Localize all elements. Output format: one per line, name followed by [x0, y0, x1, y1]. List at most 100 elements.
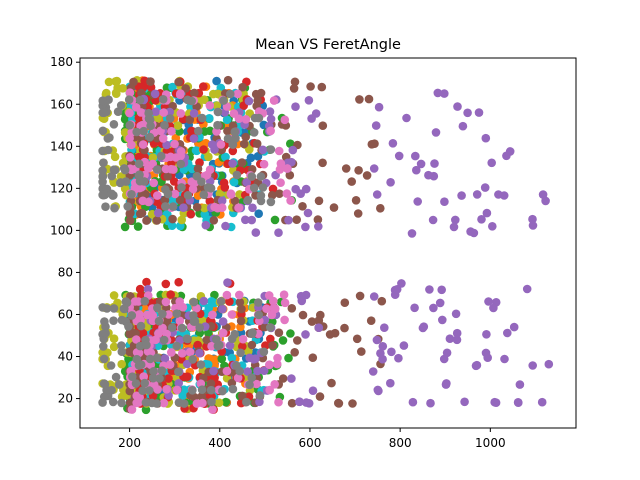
data-point [217, 354, 227, 364]
data-point [237, 158, 247, 167]
data-point [430, 159, 439, 168]
data-point [500, 354, 509, 364]
data-point [200, 95, 209, 104]
data-point [482, 208, 492, 218]
data-point [274, 328, 284, 338]
data-point [278, 374, 288, 383]
data-point [347, 177, 357, 186]
data-point [289, 84, 299, 93]
data-point [146, 121, 155, 131]
data-point [161, 297, 171, 307]
data-point [199, 190, 209, 199]
data-point [283, 164, 292, 173]
data-point [119, 304, 129, 314]
data-point [152, 165, 162, 174]
data-point [170, 139, 179, 149]
data-point [288, 145, 298, 155]
data-point [177, 349, 187, 358]
data-point [132, 391, 141, 401]
data-point [196, 360, 206, 369]
data-point [185, 347, 195, 357]
data-point [411, 151, 420, 161]
data-point [386, 378, 395, 388]
data-point [199, 145, 208, 154]
data-point [287, 398, 297, 408]
data-point [425, 285, 434, 294]
data-point [167, 323, 177, 332]
data-point [370, 139, 379, 148]
data-point [280, 115, 290, 125]
data-point [247, 329, 257, 339]
data-point [173, 121, 183, 130]
data-point [232, 361, 241, 371]
data-point [136, 321, 146, 331]
data-point [223, 126, 232, 136]
data-point [187, 126, 196, 136]
data-point [387, 347, 396, 357]
data-point [544, 359, 554, 369]
data-point [109, 178, 119, 187]
data-point [161, 202, 170, 211]
data-point [109, 334, 119, 344]
data-point [229, 109, 239, 118]
data-point [225, 341, 235, 350]
data-point [528, 361, 537, 370]
data-point [408, 397, 418, 407]
data-point [145, 386, 154, 395]
data-point [99, 108, 109, 118]
data-point [110, 165, 120, 175]
data-point [139, 126, 148, 136]
data-point [509, 322, 519, 332]
data-point [189, 134, 199, 143]
data-point [314, 323, 324, 333]
data-point [314, 196, 324, 206]
data-point [209, 366, 218, 376]
data-point [183, 191, 193, 200]
data-point [157, 366, 167, 376]
data-point [174, 77, 183, 87]
data-point [226, 190, 236, 199]
data-point [167, 348, 176, 357]
data-point [357, 347, 366, 356]
data-point [251, 354, 260, 364]
data-point [474, 108, 484, 117]
data-point [132, 335, 141, 344]
data-point [247, 172, 257, 181]
plot-frame [79, 57, 577, 429]
data-point [369, 292, 379, 301]
data-point [193, 340, 202, 350]
data-point [307, 317, 317, 326]
data-point [136, 108, 146, 117]
data-point [437, 285, 447, 295]
data-point [206, 385, 216, 395]
data-point [151, 107, 161, 116]
data-point [197, 392, 207, 401]
data-point [314, 316, 324, 325]
data-point [117, 359, 126, 369]
y-tick-label: 120 [50, 181, 73, 195]
data-point [221, 397, 231, 407]
data-point [99, 354, 109, 364]
data-point [301, 290, 311, 300]
data-point [287, 374, 296, 383]
data-point [247, 373, 256, 383]
data-point [102, 304, 112, 313]
data-point [284, 353, 293, 363]
data-point [242, 178, 251, 187]
data-point [314, 222, 323, 231]
data-point [100, 379, 110, 389]
data-point [158, 309, 167, 319]
data-point [138, 196, 148, 206]
data-point [256, 191, 266, 200]
data-point [266, 334, 275, 344]
data-point [280, 298, 290, 308]
data-point [348, 399, 357, 408]
data-point [214, 398, 224, 408]
data-point [143, 164, 153, 173]
data-point [256, 88, 266, 98]
data-point [222, 366, 232, 376]
data-point [217, 203, 227, 212]
data-point [175, 195, 185, 205]
data-point [176, 159, 186, 169]
